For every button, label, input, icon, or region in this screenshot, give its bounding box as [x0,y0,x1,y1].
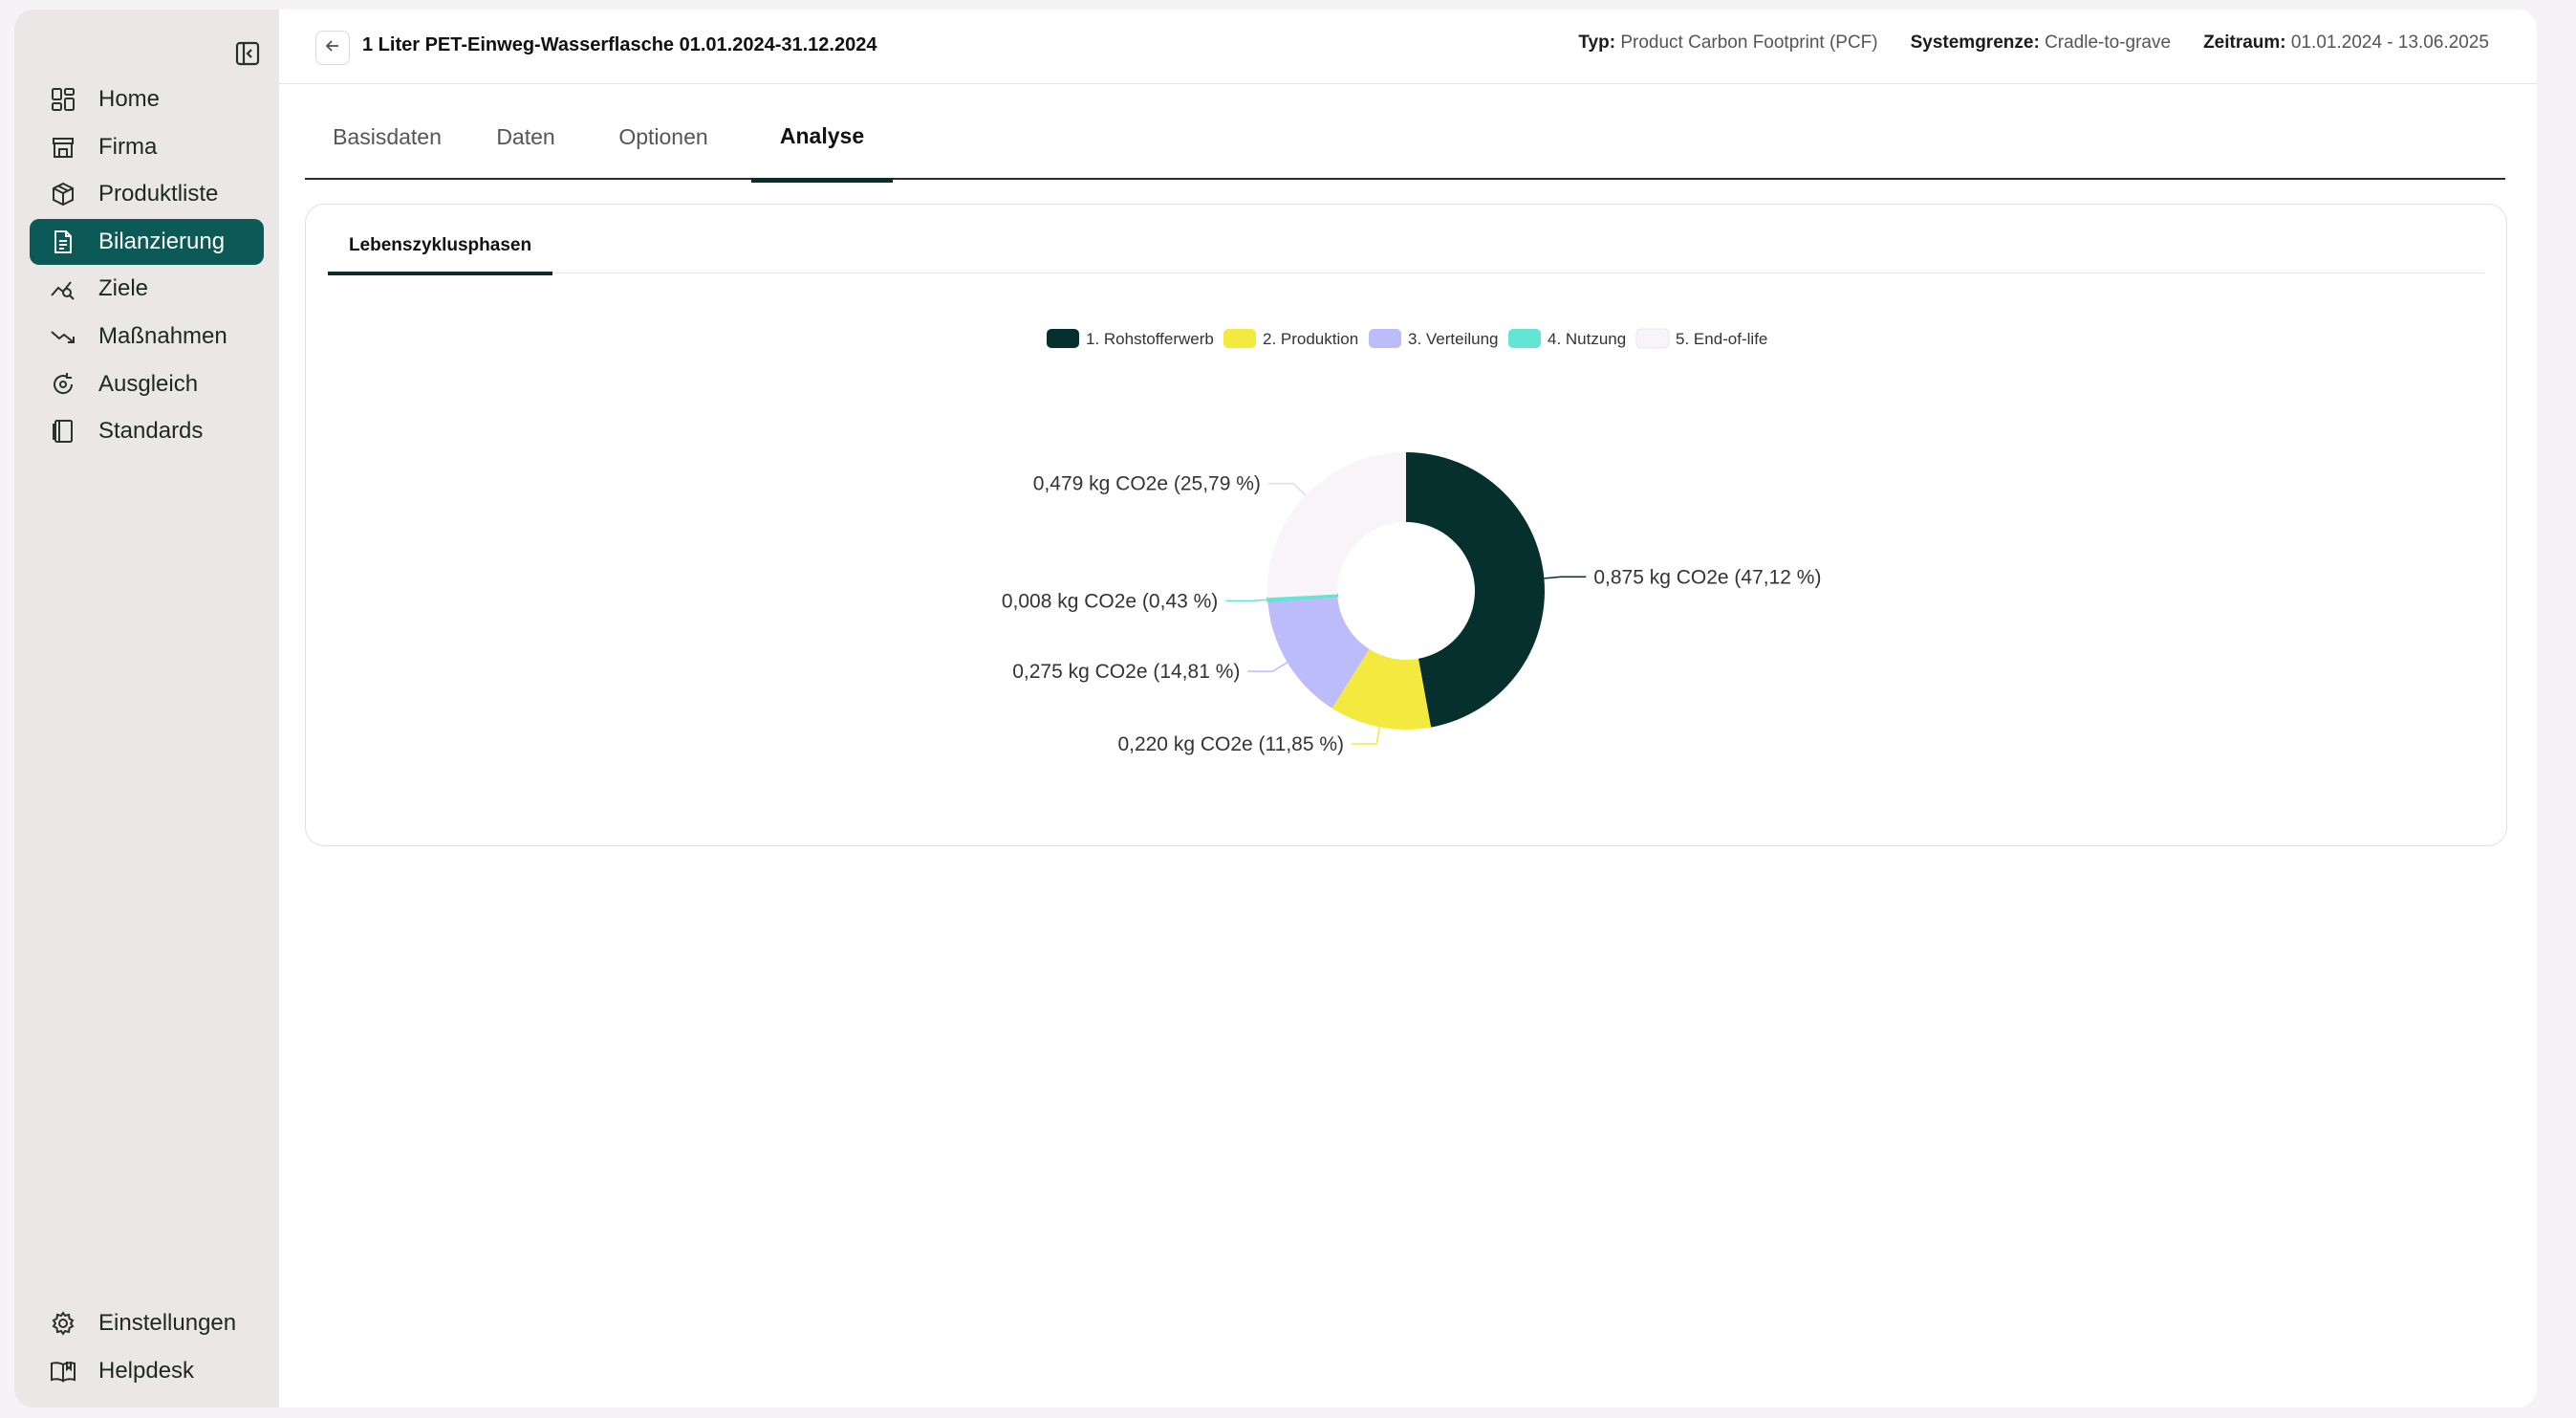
sidebar: Home Firma Produktliste Bilanzierung Zie… [14,10,279,1407]
legend-swatch [1369,329,1401,348]
legend-item[interactable]: 2. Produktion [1223,329,1358,348]
legend-label: 4. Nutzung [1548,330,1626,348]
sidebar-item-ausgleich[interactable]: Ausgleich [30,361,264,407]
sidebar-item-label: Helpdesk [98,1357,195,1384]
back-button[interactable] [315,31,350,65]
subtab-lebenszyklusphasen[interactable]: Lebenszyklusphasen [328,231,552,275]
donut-slice[interactable] [1406,452,1546,728]
meta-systemgrenze: Systemgrenze: Cradle-to-grave [1911,33,2171,54]
box-icon [49,180,77,208]
meta-typ: Typ: Product Carbon Footprint (PCF) [1578,33,1877,54]
store-icon [49,133,77,162]
meta-value: Product Carbon Footprint (PCF) [1620,33,1878,53]
leader-line [1544,576,1587,579]
meta-value: Cradle-to-grave [2045,33,2172,53]
sidebar-item-label: Produktliste [98,181,219,207]
sidebar-item-home[interactable]: Home [30,76,264,122]
sidebar-item-label: Einstellungen [98,1310,237,1336]
donut-slice[interactable] [1266,593,1339,603]
trend-down-icon [49,322,77,351]
legend-item[interactable]: 3. Verteilung [1369,329,1499,348]
legend-label: 3. Verteilung [1408,330,1499,348]
meta-key: Systemgrenze: [1910,33,2040,53]
sidebar-item-label: Bilanzierung [98,228,226,254]
refresh-icon [49,370,77,399]
target-chart-icon [49,274,77,303]
legend-swatch [1635,328,1670,349]
data-label: 0,220 kg CO2e (11,85 %) [1117,733,1344,755]
sidebar-item-ziele[interactable]: Ziele [30,266,264,312]
leader-line [1267,482,1307,496]
arrow-left-icon [324,37,341,59]
sidebar-item-einstellungen[interactable]: Einstellungen [30,1300,264,1346]
data-label: 0,875 kg CO2e (47,12 %) [1593,566,1821,588]
sidebar-bottom-nav: Einstellungen Helpdesk [30,1300,264,1395]
legend-swatch [1508,329,1541,348]
sidebar-collapse-button[interactable] [221,29,274,82]
leader-line [1247,662,1288,672]
document-icon [49,228,77,256]
sidebar-item-helpdesk[interactable]: Helpdesk [30,1348,264,1394]
donut-slice[interactable] [1267,596,1370,709]
donut-slice[interactable] [1331,648,1432,730]
legend-swatch [1047,329,1079,348]
legend-item[interactable]: 4. Nutzung [1508,329,1626,348]
open-book-icon [49,1357,77,1385]
leader-line [1352,727,1381,745]
donut-slice[interactable] [1267,452,1406,599]
sidebar-item-bilanzierung[interactable]: Bilanzierung [30,218,264,265]
data-label: 0,275 kg CO2e (14,81 %) [1012,661,1240,683]
subtab-bar: Lebenszyklusphasen [328,231,2484,275]
sidebar-item-massnahmen[interactable]: Maßnahmen [30,314,264,360]
legend-item[interactable]: 1. Rohstofferwerb [1047,329,1214,348]
sidebar-item-label: Home [98,86,161,112]
sidebar-item-label: Maßnahmen [98,322,227,349]
lifecycle-donut-chart: 1. Rohstofferwerb 2. Produktion 3. Verteil… [1002,328,1821,755]
data-label: 0,479 kg CO2e (25,79 %) [1033,473,1261,495]
sidebar-item-label: Firma [98,133,158,160]
legend-swatch [1223,329,1256,348]
book-icon [49,417,77,446]
tab-analyse[interactable]: Analyse [751,113,893,183]
meta-value: 01.01.2024 - 13.06.2025 [2290,33,2489,53]
sidebar-collapse-icon [235,41,260,71]
page-title: 1 Liter PET-Einweg-Wasserflasche 01.01.2… [362,34,877,55]
sidebar-item-standards[interactable]: Standards [30,408,264,454]
data-label: 0,008 kg CO2e (0,43 %) [1002,590,1218,612]
sidebar-item-label: Ausgleich [98,370,199,397]
header-meta: Typ: Product Carbon Footprint (PCF) Syst… [1578,33,2489,54]
sidebar-item-label: Ziele [98,275,149,302]
analysis-card: Lebenszyklusphasen 1. Rohstofferwerb 2. P… [305,204,2507,846]
sidebar-item-firma[interactable]: Firma [30,124,264,170]
tab-basisdaten[interactable]: Basisdaten [333,123,442,149]
tab-bar: Basisdaten Daten Optionen Analyse [305,113,2505,183]
meta-zeitraum: Zeitraum: 01.01.2024 - 13.06.2025 [2203,33,2489,54]
dashboard-icon [49,85,77,114]
meta-key: Zeitraum: [2203,33,2286,53]
meta-key: Typ: [1578,33,1616,53]
legend-label: 5. End-of-life [1676,330,1767,348]
sidebar-nav: Home Firma Produktliste Bilanzierung Zie… [30,76,264,456]
sidebar-item-label: Standards [98,418,204,445]
legend-label: 1. Rohstofferwerb [1086,330,1214,348]
gear-icon [49,1309,77,1338]
sidebar-item-produktliste[interactable]: Produktliste [30,171,264,217]
legend-item[interactable]: 5. End-of-life [1635,328,1767,349]
page-header: 1 Liter PET-Einweg-Wasserflasche 01.01.2… [279,10,2537,84]
legend-label: 2. Produktion [1263,330,1358,348]
tab-optionen[interactable]: Optionen [618,123,708,149]
main-panel: 1 Liter PET-Einweg-Wasserflasche 01.01.2… [279,10,2537,1407]
tab-daten[interactable]: Daten [496,123,555,149]
